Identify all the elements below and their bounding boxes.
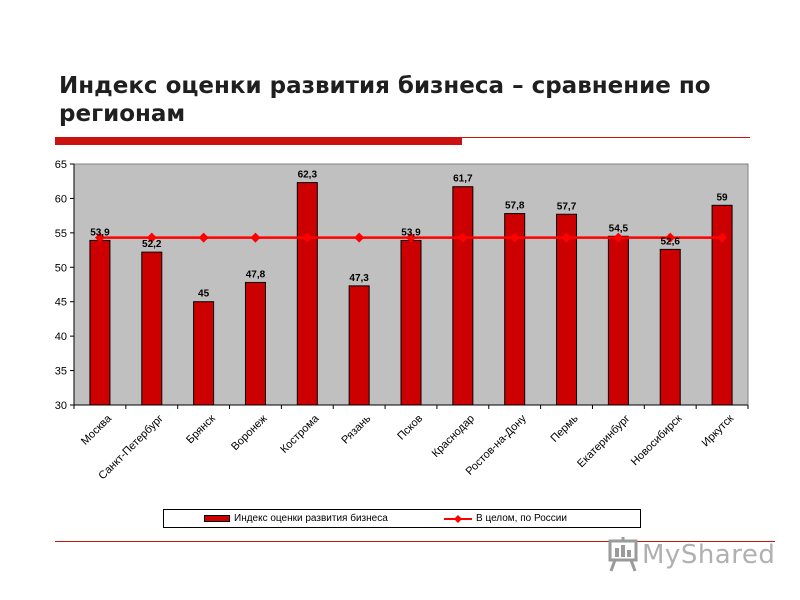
data-label: 53,9 — [90, 227, 110, 238]
bar — [296, 182, 318, 406]
data-label: 52,2 — [142, 239, 162, 250]
bar — [711, 204, 733, 406]
y-tick-label: 40 — [55, 331, 67, 343]
bar — [504, 213, 526, 406]
line-marker — [457, 232, 468, 243]
watermark-text: MyShared — [642, 540, 776, 570]
legend-bar-swatch — [204, 515, 230, 522]
line-marker — [302, 232, 313, 243]
data-label: 57,8 — [505, 201, 525, 212]
bar — [89, 239, 111, 406]
chart: 53,9 52,2 45 47,8 62,3 47,3 53,9 61,7 57,8 57,7 54… — [55, 159, 749, 482]
data-label: 57,7 — [557, 201, 577, 212]
line-marker — [717, 232, 728, 243]
title-underline-thin — [462, 137, 750, 138]
y-tick-label: 45 — [55, 297, 67, 309]
line-marker — [613, 232, 624, 243]
line-marker — [561, 232, 572, 243]
bar — [607, 235, 629, 406]
x-tick-label: Иркутск — [700, 413, 737, 450]
bar — [348, 285, 370, 406]
data-label: 62,3 — [298, 170, 318, 181]
legend-label-russia: В целом, по России — [476, 513, 567, 524]
data-label: 52,6 — [660, 236, 680, 247]
data-label: 47,3 — [349, 273, 369, 284]
bar — [556, 213, 578, 406]
data-label: 45 — [198, 289, 210, 300]
x-tick-label: Воронеж — [229, 412, 270, 453]
x-tick-label: Псков — [395, 413, 425, 443]
bar — [141, 251, 163, 406]
x-tick-label: Екатеринбург — [575, 413, 632, 470]
line-marker — [250, 232, 261, 243]
y-tick-label: 65 — [55, 159, 67, 171]
x-tick-label: Новосибирск — [629, 413, 685, 469]
title-underline-thick — [55, 137, 462, 145]
y-tick-label: 60 — [55, 193, 67, 205]
x-tick-label: Краснодар — [430, 413, 477, 460]
data-label: 47,8 — [246, 269, 266, 280]
legend-line-swatch — [444, 515, 472, 523]
x-tick-label: Рязань — [339, 412, 373, 446]
line-marker — [406, 232, 416, 243]
bar — [452, 186, 474, 406]
line-marker — [94, 232, 105, 243]
data-label: 59 — [717, 192, 729, 203]
y-tick-label: 35 — [55, 366, 67, 378]
y-tick-label: 55 — [55, 228, 67, 240]
chart-legend: Индекс оценки развития бизнеса В целом, … — [163, 509, 641, 528]
line-marker — [146, 232, 157, 243]
data-labels: 53,9 52,2 45 47,8 62,3 47,3 53,9 61,7 57,8 57,7 54… — [90, 170, 728, 300]
bar — [244, 281, 266, 406]
y-tick-label: 50 — [55, 262, 67, 274]
y-tick-label: 30 — [55, 400, 67, 412]
legend-label-index: Индекс оценки развития бизнеса — [234, 513, 388, 524]
x-tick-label: Пермь — [549, 412, 581, 444]
line-marker — [198, 232, 209, 243]
line-marker — [509, 232, 520, 243]
bar — [193, 301, 215, 406]
data-label: 53,9 — [401, 227, 421, 238]
x-tick-label: Брянск — [184, 413, 218, 447]
presentation-board-icon — [608, 537, 638, 572]
bar — [400, 239, 422, 406]
data-label: 61,7 — [453, 174, 473, 185]
x-tick-label: Кострома — [278, 412, 322, 456]
footer-rule — [55, 541, 775, 542]
x-tick-label: Москва — [79, 412, 115, 448]
line-marker — [354, 232, 365, 243]
line-marker — [665, 232, 676, 243]
bar — [659, 248, 681, 406]
data-label: 54,5 — [609, 223, 629, 234]
average-line-series — [94, 232, 728, 243]
slide-title: Индекс оценки развития бизнеса – сравнен… — [59, 73, 711, 127]
